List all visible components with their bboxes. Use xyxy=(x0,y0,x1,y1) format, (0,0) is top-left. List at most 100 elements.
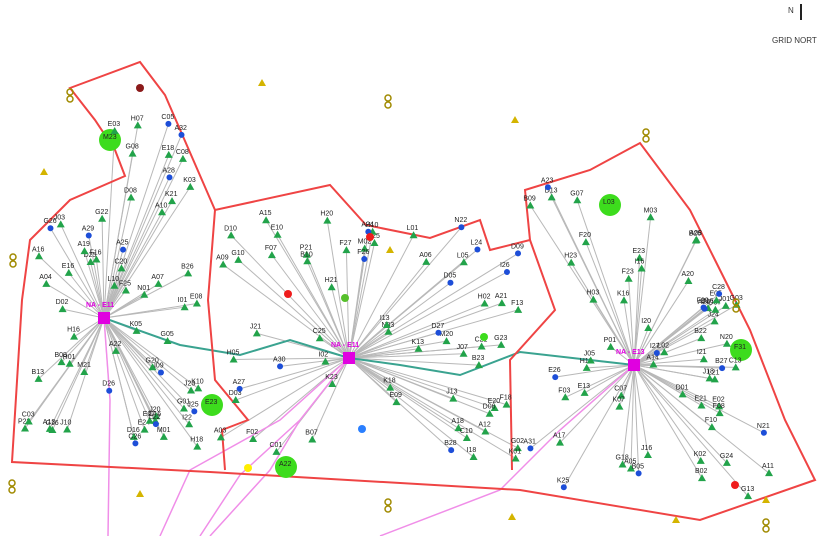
link-B08 xyxy=(61,317,105,363)
node-D03-label: D03 xyxy=(229,390,242,397)
beacon-4-icon xyxy=(8,479,16,487)
node-F07-label: F07 xyxy=(265,245,277,252)
inner-boundary-east xyxy=(508,239,557,471)
node-L02-icon xyxy=(660,348,669,356)
node-I13-label: I13 xyxy=(380,315,390,322)
link-A28 xyxy=(103,177,170,319)
node-F18-icon xyxy=(502,400,511,408)
link-K01 xyxy=(348,357,516,459)
node-P01-icon xyxy=(606,342,615,350)
link-B23 xyxy=(348,357,479,366)
node-C16-label: C16 xyxy=(148,411,161,418)
node-D05-label: D05 xyxy=(443,273,456,280)
link-H21 xyxy=(331,287,350,359)
link-H02 xyxy=(348,303,485,359)
node-J16-label: J16 xyxy=(641,445,652,452)
node-A25-label: A25 xyxy=(116,240,129,247)
link-H18 xyxy=(103,317,198,447)
node-A14-icon xyxy=(649,360,658,368)
node-E16-icon xyxy=(64,268,73,276)
link-A16 xyxy=(38,255,105,319)
link-J16 xyxy=(633,364,649,456)
node-I27-label: I27 xyxy=(650,343,660,350)
node-E07-icon xyxy=(145,416,154,424)
node-C13-icon xyxy=(731,363,740,371)
link-G02 xyxy=(348,357,519,449)
area-A22-shape xyxy=(275,456,297,478)
link-G22 xyxy=(101,218,105,319)
node-H02-icon xyxy=(480,299,489,307)
link-K16 xyxy=(623,300,635,366)
node-J18-icon xyxy=(705,374,714,382)
marker-layer xyxy=(8,79,770,533)
node-D16-label: D16 xyxy=(127,427,140,434)
link-B28 xyxy=(348,357,452,451)
node-A08-icon xyxy=(692,235,701,243)
node-A05-icon xyxy=(626,464,635,472)
node-A21-label: A21 xyxy=(495,293,508,300)
node-H02-label: H02 xyxy=(478,294,491,301)
area-E23-shape xyxy=(201,394,223,416)
node-B23-icon xyxy=(474,361,483,369)
link-K07 xyxy=(618,364,635,407)
node-J20-icon xyxy=(152,412,161,420)
link-F07 xyxy=(271,254,350,359)
node-E03-icon xyxy=(110,126,119,134)
node-B10-label: B10 xyxy=(300,251,313,258)
node-G23-label: G23 xyxy=(494,335,507,342)
feeder-line-1 xyxy=(103,317,111,536)
node-C13-label: C13 xyxy=(729,357,742,364)
node-A27-label: A27 xyxy=(233,379,246,386)
node-H01-icon xyxy=(65,359,74,367)
node-E03-label: E03 xyxy=(108,121,121,128)
marker-5-icon xyxy=(480,333,488,341)
node-N20-icon xyxy=(722,339,731,347)
node-L24-label: L24 xyxy=(470,239,482,246)
link-L22 xyxy=(103,317,157,425)
node-A16-icon xyxy=(34,252,43,260)
link-G18 xyxy=(622,364,635,465)
node-E09-label: E09 xyxy=(389,392,402,399)
node-M03-icon xyxy=(646,213,655,221)
link-D06 xyxy=(348,357,490,415)
node-H10-label: H10 xyxy=(366,222,379,229)
node-F03-label: F03 xyxy=(558,387,570,394)
link-I22 xyxy=(103,317,190,425)
hub-layer: NA - E11 NA - E11 NA - E13 xyxy=(86,302,645,371)
node-A03-icon xyxy=(216,433,225,441)
node-E08-label: E08 xyxy=(190,294,203,301)
node-A11-icon xyxy=(765,469,774,477)
link-H10 xyxy=(348,231,374,359)
node-A19-icon xyxy=(80,247,89,255)
node-G26-label: G26 xyxy=(43,218,56,225)
node-B10-icon xyxy=(303,257,312,265)
node-B02-icon xyxy=(697,474,706,482)
node-E26-icon xyxy=(552,374,559,381)
node-H20-icon xyxy=(323,216,332,224)
link-K10 xyxy=(103,317,199,389)
node-E10-label: E10 xyxy=(271,225,284,232)
node-F27-label: F27 xyxy=(339,240,351,247)
link-I09 xyxy=(103,317,162,373)
node-G22-label: G22 xyxy=(95,209,108,216)
node-C20-label: C20 xyxy=(114,258,127,265)
node-A20-label: A20 xyxy=(681,271,694,278)
node-A06-icon xyxy=(422,257,431,265)
link-G10 xyxy=(238,259,350,359)
node-K01-icon xyxy=(511,454,520,462)
link-M03 xyxy=(633,217,652,366)
node-A22-icon xyxy=(111,346,120,354)
node-B09-icon xyxy=(526,201,535,209)
node-K05-label: K05 xyxy=(130,321,143,328)
node-D26-icon xyxy=(106,387,113,394)
node-I26-label: I26 xyxy=(500,262,510,269)
node-C26-label: C26 xyxy=(128,433,141,440)
node-G22-icon xyxy=(98,214,107,222)
link-F23 xyxy=(628,278,635,366)
node-K13-label: K13 xyxy=(412,339,425,346)
node-K03-icon xyxy=(186,182,195,190)
link-E13 xyxy=(584,364,635,394)
node-B07-label: B07 xyxy=(305,429,318,436)
link-B13 xyxy=(38,317,105,380)
